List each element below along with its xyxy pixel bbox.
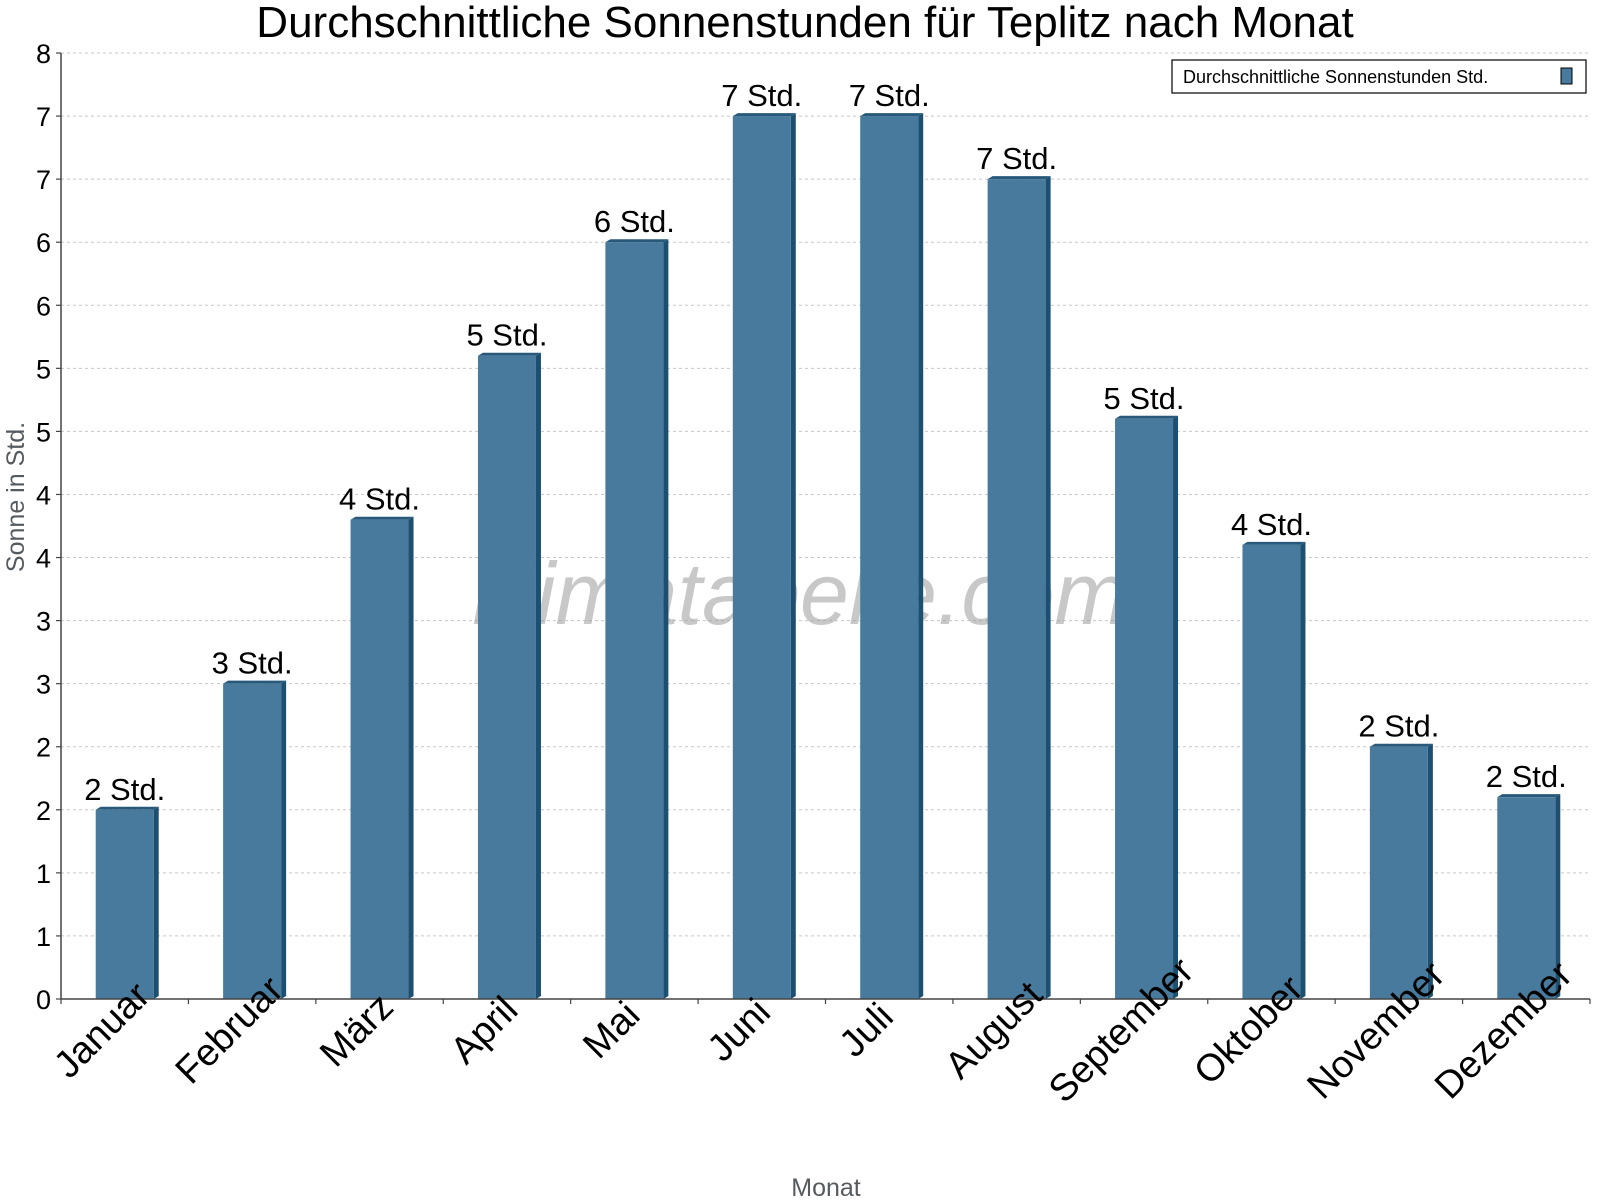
y-tick-label: 3 [36, 607, 51, 637]
bar-side [535, 352, 541, 1000]
bar [1242, 544, 1301, 999]
data-label: 7 Std. [849, 78, 930, 113]
y-axis-title: Sonne in Std. [2, 422, 30, 572]
y-tick-label: 7 [36, 102, 51, 132]
bar [477, 355, 536, 1000]
bar-top [860, 113, 924, 117]
data-label: 2 Std. [84, 772, 165, 807]
chart-title: Durchschnittliche Sonnenstunden für Tepl… [256, 0, 1353, 47]
grid-lines [61, 52, 1590, 937]
bar-top [350, 516, 414, 520]
bar [350, 519, 409, 999]
bar-top [605, 239, 669, 243]
y-tick-label: 1 [36, 859, 51, 889]
bar-side [153, 806, 159, 999]
y-tick-label: 2 [36, 796, 51, 826]
data-label: 7 Std. [976, 141, 1057, 176]
bar [732, 116, 791, 1000]
y-tick-label: 5 [36, 354, 51, 384]
bar [860, 116, 919, 1000]
axes [60, 53, 1590, 1000]
x-tick-label: Mai [575, 994, 648, 1067]
legend: Durchschnittliche Sonnenstunden Std. [1171, 59, 1587, 94]
bar-top [95, 806, 159, 810]
y-tick-label: 8 [36, 39, 51, 69]
x-tick-label: Juni [700, 991, 779, 1070]
bar-top [1369, 743, 1433, 747]
data-label: 4 Std. [339, 482, 420, 517]
bar [1115, 418, 1174, 1000]
bars [95, 113, 1561, 1000]
y-tick-label: 7 [36, 165, 51, 195]
bar-top [1497, 794, 1561, 798]
bar [95, 809, 154, 999]
bar [605, 242, 664, 999]
bar [987, 179, 1046, 1000]
bar-side [918, 113, 924, 1000]
bar [223, 683, 282, 999]
bar-side [281, 680, 287, 999]
x-axis-title: Monat [791, 1174, 861, 1200]
data-label: 2 Std. [1486, 759, 1567, 794]
y-tick-label: 6 [36, 291, 51, 321]
bar [1497, 797, 1556, 999]
bar-top [1115, 415, 1179, 419]
y-tick-label: 0 [36, 985, 51, 1015]
bar-top [987, 176, 1051, 180]
legend-swatch [1560, 67, 1573, 85]
data-labels: 2 Std. 3 Std. 4 Std. 5 Std. 6 Std. 7 Std. 7 St… [84, 78, 1567, 807]
bar-side [1300, 541, 1306, 999]
x-tick-label: April [443, 989, 526, 1072]
bar-side [663, 239, 669, 999]
bar-side [1555, 794, 1561, 999]
bar-side [1427, 743, 1433, 999]
bar-side [790, 113, 796, 1000]
data-label: 4 Std. [1231, 507, 1312, 542]
y-tick-label: 6 [36, 228, 51, 258]
data-label: 6 Std. [594, 204, 675, 239]
data-label: 7 Std. [721, 78, 802, 113]
bar-side [1045, 176, 1051, 1000]
y-axis-ticks: 0 1 1 2 2 3 3 4 4 5 5 6 6 7 7 8 [36, 39, 61, 1015]
y-tick-label: 2 [36, 733, 51, 763]
y-tick-label: 4 [36, 544, 51, 574]
bar-top [223, 680, 287, 684]
legend-box [1171, 59, 1587, 94]
bar-side [408, 516, 414, 999]
y-tick-label: 4 [36, 480, 51, 510]
bar-top [1242, 541, 1306, 545]
data-label: 5 Std. [466, 318, 547, 353]
bar [1369, 746, 1428, 999]
data-label: 5 Std. [1104, 381, 1185, 416]
data-label: 2 Std. [1358, 709, 1439, 744]
data-label: 3 Std. [212, 646, 293, 681]
y-tick-label: 1 [36, 922, 51, 952]
bar-side [1173, 415, 1179, 1000]
bar-top [477, 352, 541, 356]
legend-label: Durchschnittliche Sonnenstunden Std. [1183, 67, 1488, 87]
x-tick-label: Juli [832, 996, 902, 1066]
y-tick-label: 5 [36, 417, 51, 447]
bar-top [732, 113, 796, 117]
y-tick-label: 3 [36, 670, 51, 700]
